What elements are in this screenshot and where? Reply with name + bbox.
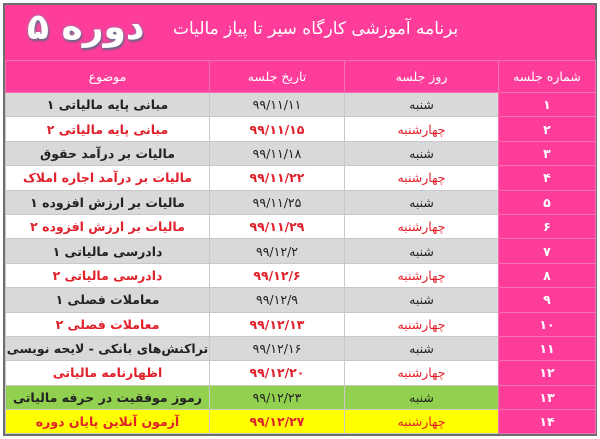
table-row: ۷ شنبه ۹۹/۱۲/۲ دادرسی مالیاتی ۱ xyxy=(5,238,596,264)
cell-date: ۹۹/۱۲/۱۳ xyxy=(209,311,345,337)
schedule-table: شماره جلسه روز جلسه تاریخ جلسه موضوع ۱ شن… xyxy=(5,60,596,435)
cell-date: ۹۹/۱۱/۱۸ xyxy=(209,140,345,167)
header-row: شماره جلسه روز جلسه تاریخ جلسه موضوع xyxy=(5,60,596,93)
cell-day: شنبه xyxy=(344,140,499,167)
cell-date: ۹۹/۱۱/۲۹ xyxy=(209,213,345,240)
table-row: ۱ شنبه ۹۹/۱۱/۱۱ مبانی پایه مالیاتی ۱ xyxy=(5,91,596,118)
cell-number: ۱۴ xyxy=(498,409,596,435)
cell-number: ۱۰ xyxy=(498,311,596,337)
cell-day: چهارشنبه xyxy=(344,213,499,240)
table-row: ۹ شنبه ۹۹/۱۲/۹ معاملات فصلی ۱ xyxy=(5,287,596,313)
col-day: روز جلسه xyxy=(344,60,499,93)
cell-day: چهارشنبه xyxy=(344,116,499,142)
cell-number: ۱۱ xyxy=(498,335,596,362)
cell-day: چهارشنبه xyxy=(344,360,499,386)
cell-number: ۸ xyxy=(498,262,596,289)
table-row: ۸ چهارشنبه ۹۹/۱۲/۶ دادرسی مالیاتی ۲ xyxy=(5,262,596,289)
cell-day: شنبه xyxy=(344,287,499,313)
cell-number: ۷ xyxy=(498,238,596,264)
cell-date: ۹۹/۱۲/۲۷ xyxy=(209,409,345,435)
course-badge: دوره ۵ xyxy=(27,7,145,48)
cell-topic: معاملات فصلی ۲ xyxy=(5,311,210,337)
cell-day: شنبه xyxy=(344,335,499,362)
cell-date: ۹۹/۱۲/۲۰ xyxy=(209,360,345,386)
cell-topic: مبانی پایه مالیاتی ۲ xyxy=(5,116,210,142)
cell-number: ۱۳ xyxy=(498,384,596,411)
page-title: برنامه آموزشی کارگاه سیر تا پیاز مالیات xyxy=(173,19,459,39)
table-row: ۱۰ چهارشنبه ۹۹/۱۲/۱۳ معاملات فصلی ۲ xyxy=(5,311,596,337)
cell-day: شنبه xyxy=(344,91,499,118)
cell-topic: مالیات بر ارزش افزوده ۱ xyxy=(5,189,210,215)
cell-day: چهارشنبه xyxy=(344,165,499,191)
cell-date: ۹۹/۱۲/۶ xyxy=(209,262,345,289)
schedule-frame: دوره ۵ برنامه آموزشی کارگاه سیر تا پیاز … xyxy=(3,3,597,436)
cell-topic: دادرسی مالیاتی ۲ xyxy=(5,262,210,289)
cell-topic: رموز موفقیت در حرفه مالیاتی xyxy=(5,384,210,411)
cell-number: ۳ xyxy=(498,140,596,167)
table-row: ۲ چهارشنبه ۹۹/۱۱/۱۵ مبانی پایه مالیاتی ۲ xyxy=(5,116,596,142)
table-row: ۱۴ چهارشنبه ۹۹/۱۲/۲۷ آزمون آنلاین پایان دور… xyxy=(5,409,596,435)
cell-date: ۹۹/۱۲/۲ xyxy=(209,238,345,264)
cell-topic: معاملات فصلی ۱ xyxy=(5,287,210,313)
cell-number: ۱۲ xyxy=(498,360,596,386)
cell-date: ۹۹/۱۱/۱۵ xyxy=(209,116,345,142)
cell-day: شنبه xyxy=(344,189,499,215)
table-row: ۴ چهارشنبه ۹۹/۱۱/۲۲ مالیات بر درآمد اجاره ا… xyxy=(5,165,596,191)
cell-number: ۵ xyxy=(498,189,596,215)
cell-topic: دادرسی مالیاتی ۱ xyxy=(5,238,210,264)
cell-date: ۹۹/۱۱/۲۵ xyxy=(209,189,345,215)
table-row: ۵ شنبه ۹۹/۱۱/۲۵ مالیات بر ارزش افزوده ۱ xyxy=(5,189,596,215)
cell-topic: اظهارنامه مالیاتی xyxy=(5,360,210,386)
cell-topic: مبانی پایه مالیاتی ۱ xyxy=(5,91,210,118)
cell-day: شنبه xyxy=(344,384,499,411)
table-row: ۱۱ شنبه ۹۹/۱۲/۱۶ تراکنش‌های بانکی - لایحه ن… xyxy=(5,335,596,362)
table-row: ۱۲ چهارشنبه ۹۹/۱۲/۲۰ اظهارنامه مالیاتی xyxy=(5,360,596,386)
cell-number: ۱ xyxy=(498,91,596,118)
cell-number: ۴ xyxy=(498,165,596,191)
cell-date: ۹۹/۱۲/۹ xyxy=(209,287,345,313)
cell-day: چهارشنبه xyxy=(344,311,499,337)
cell-topic: آزمون آنلاین پایان دوره xyxy=(5,409,210,435)
cell-topic: مالیات بر درآمد حقوق xyxy=(5,140,210,167)
col-topic: موضوع xyxy=(5,60,210,93)
cell-date: ۹۹/۱۱/۱۱ xyxy=(209,91,345,118)
col-number: شماره جلسه xyxy=(498,60,596,93)
cell-date: ۹۹/۱۱/۲۲ xyxy=(209,165,345,191)
cell-day: چهارشنبه xyxy=(344,262,499,289)
table-row: ۶ چهارشنبه ۹۹/۱۱/۲۹ مالیات بر ارزش افزوده ۲ xyxy=(5,213,596,240)
table-row: ۳ شنبه ۹۹/۱۱/۱۸ مالیات بر درآمد حقوق xyxy=(5,140,596,167)
cell-date: ۹۹/۱۲/۱۶ xyxy=(209,335,345,362)
cell-number: ۶ xyxy=(498,213,596,240)
cell-date: ۹۹/۱۲/۲۳ xyxy=(209,384,345,411)
cell-number: ۹ xyxy=(498,287,596,313)
cell-number: ۲ xyxy=(498,116,596,142)
col-date: تاریخ جلسه xyxy=(209,60,345,93)
title-banner: دوره ۵ برنامه آموزشی کارگاه سیر تا پیاز … xyxy=(5,5,595,60)
cell-day: چهارشنبه xyxy=(344,409,499,435)
cell-topic: مالیات بر ارزش افزوده ۲ xyxy=(5,213,210,240)
cell-topic: مالیات بر درآمد اجاره املاک xyxy=(5,165,210,191)
table-row: ۱۳ شنبه ۹۹/۱۲/۲۳ رموز موفقیت در حرفه مالیات… xyxy=(5,384,596,411)
cell-day: شنبه xyxy=(344,238,499,264)
cell-topic: تراکنش‌های بانکی - لایحه نویسی xyxy=(5,335,210,362)
